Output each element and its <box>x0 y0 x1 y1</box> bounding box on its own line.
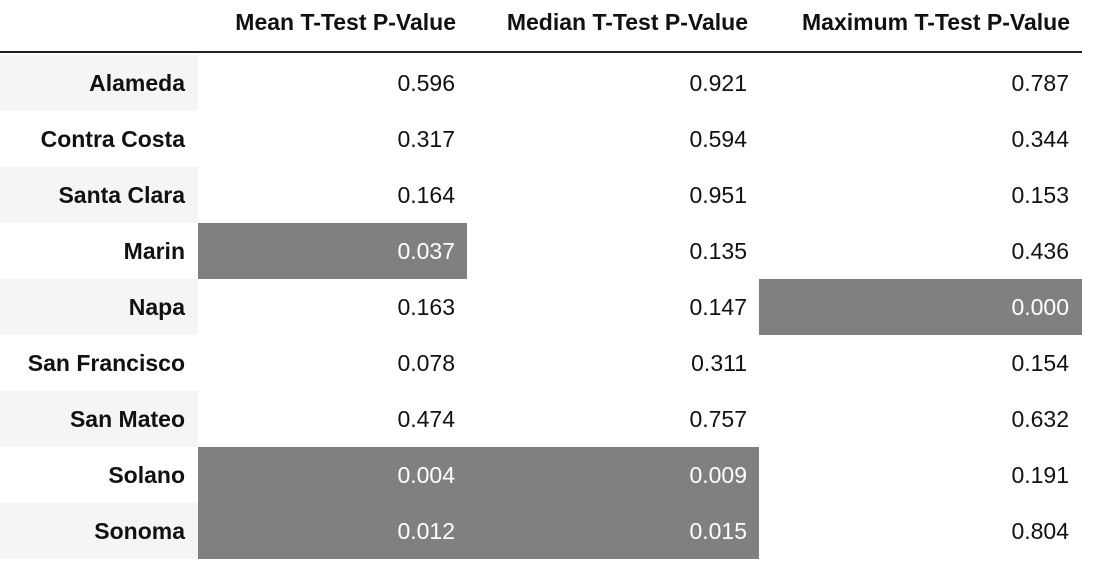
table-cell: 0.163 <box>397 294 455 320</box>
row-label: Santa Clara <box>0 167 198 223</box>
table-row: Napa 0.163 0.147 0.000 <box>0 279 1082 335</box>
table-cell: 0.474 <box>397 406 455 432</box>
table-cell: 0.757 <box>689 406 747 432</box>
table-cell: 0.154 <box>1011 350 1069 376</box>
table-row: Sonoma 0.012 0.015 0.804 <box>0 503 1082 559</box>
table-cell: 0.787 <box>1011 70 1069 96</box>
table-cell: 0.344 <box>1011 126 1069 152</box>
table-cell: 0.317 <box>397 126 455 152</box>
table-cell: 0.153 <box>1011 182 1069 208</box>
row-label: Alameda <box>0 55 198 111</box>
table-row: San Mateo 0.474 0.757 0.632 <box>0 391 1082 447</box>
row-label: San Mateo <box>0 391 198 447</box>
column-header-mean: Mean T-Test P-Value <box>235 9 456 35</box>
table-row: Marin 0.037 0.135 0.436 <box>0 223 1082 279</box>
table-cell: 0.951 <box>689 182 747 208</box>
table-cell: 0.921 <box>689 70 747 96</box>
table-cell: 0.147 <box>689 294 747 320</box>
table-cell: 0.594 <box>689 126 747 152</box>
table-header: Mean T-Test P-Value Median T-Test P-Valu… <box>0 0 1082 53</box>
row-label: Marin <box>123 238 185 264</box>
table-cell: 0.164 <box>397 182 455 208</box>
table-cell: 0.191 <box>1011 462 1069 488</box>
column-header-median: Median T-Test P-Value <box>506 9 748 35</box>
table-cell-highlighted: 0.004 <box>198 447 467 503</box>
table-cell-highlighted: 0.000 <box>759 279 1082 335</box>
table-row: Solano 0.004 0.009 0.191 <box>0 447 1082 503</box>
table-cell-highlighted: 0.037 <box>198 223 467 279</box>
row-label: Sonoma <box>0 503 198 559</box>
table-cell: 0.135 <box>689 238 747 264</box>
table-cell: 0.804 <box>1011 518 1069 544</box>
row-label: Contra Costa <box>40 126 185 152</box>
table-cell: 0.596 <box>397 70 455 96</box>
table-row: Santa Clara 0.164 0.951 0.153 <box>0 167 1082 223</box>
row-label: Solano <box>108 462 185 488</box>
table-cell-highlighted: 0.015 <box>467 503 759 559</box>
table-row: Contra Costa 0.317 0.594 0.344 <box>0 111 1082 167</box>
row-label: San Francisco <box>27 350 185 376</box>
column-header-maximum: Maximum T-Test P-Value <box>802 9 1070 35</box>
table-cell: 0.311 <box>691 350 747 376</box>
row-label: Napa <box>0 279 198 335</box>
table-row: Alameda 0.596 0.921 0.787 <box>0 55 1082 111</box>
table-cell-highlighted: 0.012 <box>198 503 467 559</box>
table-cell: 0.632 <box>1011 406 1069 432</box>
table-cell: 0.078 <box>397 350 455 376</box>
table-cell-highlighted: 0.009 <box>467 447 759 503</box>
table-row: San Francisco 0.078 0.311 0.154 <box>0 335 1082 391</box>
table-cell: 0.436 <box>1011 238 1069 264</box>
